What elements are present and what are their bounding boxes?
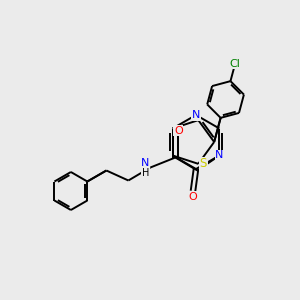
Text: Cl: Cl (230, 59, 241, 69)
Text: O: O (174, 125, 183, 136)
Text: O: O (189, 192, 197, 202)
Text: N: N (215, 151, 224, 160)
Text: N: N (192, 110, 200, 120)
Text: N: N (141, 158, 150, 167)
Text: H: H (142, 167, 149, 178)
Text: S: S (200, 157, 207, 170)
